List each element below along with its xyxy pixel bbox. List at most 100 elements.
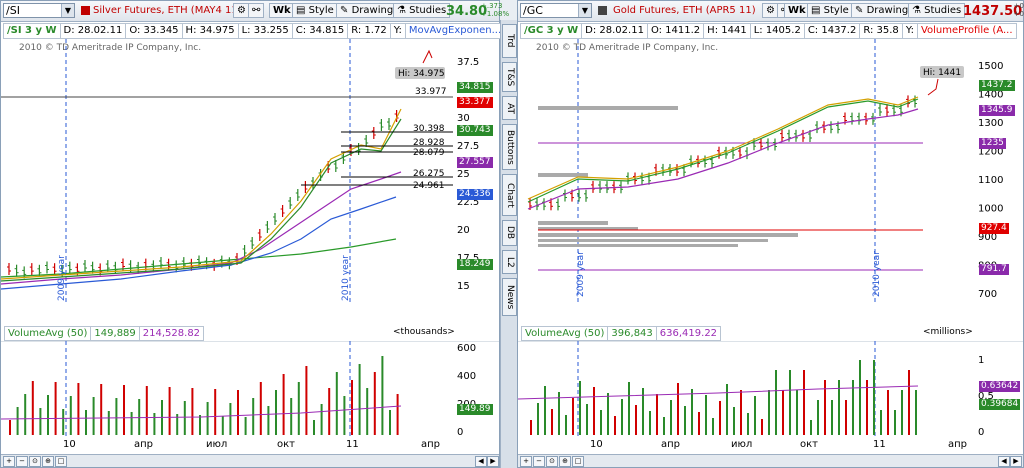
- date-tick-label: 10: [590, 439, 603, 450]
- ema-yellow: [1, 108, 402, 280]
- side-tab-bar: Trd T&S AT Buttons Chart DB L2 News: [500, 20, 518, 468]
- right-info-y: Y:: [901, 23, 918, 39]
- volume-bar: [796, 390, 798, 435]
- right-info-bar: /GC 3 y W D: 28.02.11 O: 1411.2 H: 1441 L: 1…: [520, 23, 1017, 39]
- volume-bar: [305, 366, 308, 435]
- zoom-box-icon[interactable]: □: [55, 456, 67, 467]
- year-label: 2010 year: [341, 255, 351, 301]
- volume-bar: [593, 387, 595, 435]
- level-label: 30.398: [413, 124, 445, 134]
- gold-price-chart[interactable]: Hi: 1441 2009 year 2010 year 1500 1400 130…: [518, 39, 1023, 323]
- volume-bar: [16, 407, 19, 435]
- left-volume-header: VolumeAvg (50) 149,889 214,528.82: [4, 326, 205, 341]
- chevron-down-icon[interactable]: ▼: [578, 4, 591, 17]
- zoom-reset-icon[interactable]: ⊕: [42, 456, 54, 467]
- volume-bar: [100, 384, 103, 435]
- silver-volume-chart[interactable]: 6004002000: [1, 341, 499, 437]
- date-tick-label: июл: [731, 439, 753, 450]
- side-tab-chart[interactable]: Chart: [502, 174, 517, 216]
- left-symbol-input[interactable]: /SI ▼: [3, 3, 75, 18]
- volume-bar: [221, 416, 224, 435]
- volume-bar: [775, 370, 777, 435]
- scroll-left-icon[interactable]: ◀: [475, 456, 487, 467]
- zoom-fit-icon[interactable]: ⊙: [29, 456, 41, 467]
- side-tab-trd[interactable]: Trd: [502, 24, 517, 58]
- right-studies-button[interactable]: ⚗ Studies: [908, 3, 966, 18]
- drawings-icon: ✎: [855, 5, 864, 16]
- axis-tick-label: 17.5: [457, 253, 479, 264]
- volume-axis-label: 1: [978, 355, 984, 366]
- volume-bars: [9, 356, 399, 435]
- axis-price-tag: 1437.2: [979, 80, 1015, 91]
- side-tab-at[interactable]: AT: [502, 96, 517, 120]
- silver-chart-panel: /SI ▼ Silver Futures, ETH (MAY4 11) ⚙ ⚯ W…: [0, 0, 509, 468]
- level-label: 28.928: [413, 138, 445, 148]
- volume-bar: [740, 390, 742, 435]
- left-scroll-bar[interactable]: + − ⊙ ⊕ □ ◀ ▶: [1, 454, 499, 467]
- volume-bar: [817, 400, 819, 435]
- date-tick-label: апр: [134, 439, 154, 450]
- silver-price-chart[interactable]: 33.977 30.398 28.928 28.079 26.275 24.96…: [1, 39, 499, 323]
- level-label: 26.275: [413, 169, 445, 179]
- volume-profile-bar: [538, 227, 638, 230]
- volume-bar: [282, 374, 285, 435]
- zoom-in-icon[interactable]: +: [520, 456, 532, 467]
- flag-icon: [598, 6, 607, 15]
- zoom-in-icon[interactable]: +: [3, 456, 15, 467]
- left-change-abs: +.373: [481, 2, 503, 10]
- right-symbol-input[interactable]: /GC ▼: [520, 3, 592, 18]
- chevron-down-icon[interactable]: ▼: [61, 4, 74, 17]
- zoom-out-icon[interactable]: −: [16, 456, 28, 467]
- flag-icon: [81, 6, 90, 15]
- volume-unit: <millions>: [923, 327, 973, 337]
- volume-study-name[interactable]: VolumeAvg (50): [4, 326, 92, 341]
- right-scroll-bar[interactable]: + − ⊙ ⊕ □ ◀ ▶: [518, 454, 1023, 467]
- volume-study-name[interactable]: VolumeAvg (50): [521, 326, 609, 341]
- scroll-left-icon[interactable]: ◀: [998, 456, 1010, 467]
- zoom-box-icon[interactable]: □: [572, 456, 584, 467]
- left-info-date: D: 28.02.11: [59, 23, 127, 39]
- side-tab-buttons[interactable]: Buttons: [502, 124, 517, 170]
- side-tab-news[interactable]: News: [502, 278, 517, 316]
- style-label: Style: [308, 5, 334, 16]
- side-tab-ts[interactable]: T&S: [502, 62, 517, 92]
- left-study-label[interactable]: MovAvgExponen...: [404, 23, 506, 39]
- left-link-button[interactable]: ⚯: [248, 3, 265, 18]
- side-tab-l2[interactable]: L2: [502, 250, 517, 274]
- axis-tick-label: 1000: [978, 204, 1003, 215]
- zoom-reset-icon[interactable]: ⊕: [559, 456, 571, 467]
- axis-price-tag: 30.743: [457, 125, 493, 136]
- left-studies-button[interactable]: ⚗ Studies: [393, 3, 451, 18]
- volume-unit: <thousands>: [393, 327, 455, 337]
- right-chart-id[interactable]: /GC 3 y W: [520, 23, 583, 39]
- right-style-button[interactable]: ▤ Style: [807, 3, 853, 18]
- scroll-right-icon[interactable]: ▶: [1010, 456, 1022, 467]
- left-wk-button[interactable]: Wk: [269, 3, 295, 18]
- volume-bar: [275, 390, 277, 435]
- ema-darkgreen: [1, 118, 402, 282]
- right-study-label[interactable]: VolumeProfile (A...: [916, 23, 1017, 39]
- right-change-pct: +0: [1013, 10, 1024, 18]
- volume-bar: [621, 399, 623, 435]
- zoom-out-icon[interactable]: −: [533, 456, 545, 467]
- gold-volume-chart[interactable]: 10.50: [518, 341, 1023, 437]
- axis-tick-label: 22.5: [457, 197, 479, 208]
- gold-candles: [528, 95, 917, 211]
- volume-bar: [852, 380, 854, 435]
- zoom-fit-icon[interactable]: ⊙: [546, 456, 558, 467]
- left-style-button[interactable]: ▤ Style: [292, 3, 338, 18]
- left-chart-id[interactable]: /SI 3 y W: [3, 23, 61, 39]
- volume-bar: [153, 413, 156, 435]
- right-drawings-button[interactable]: ✎ Drawings: [851, 3, 918, 18]
- left-info-y: Y:: [389, 23, 406, 39]
- style-label: Style: [823, 5, 849, 16]
- volume-bar: [252, 398, 255, 435]
- side-tab-db[interactable]: DB: [502, 220, 517, 246]
- year-label: 2009 year: [576, 251, 586, 297]
- volume-bar: [726, 384, 728, 435]
- right-wk-button[interactable]: Wk: [784, 3, 810, 18]
- volume-profile-bar: [538, 239, 768, 242]
- axis-tick-label: 15: [457, 281, 470, 292]
- volume-avg-value: 214,528.82: [138, 326, 205, 341]
- scroll-right-icon[interactable]: ▶: [487, 456, 499, 467]
